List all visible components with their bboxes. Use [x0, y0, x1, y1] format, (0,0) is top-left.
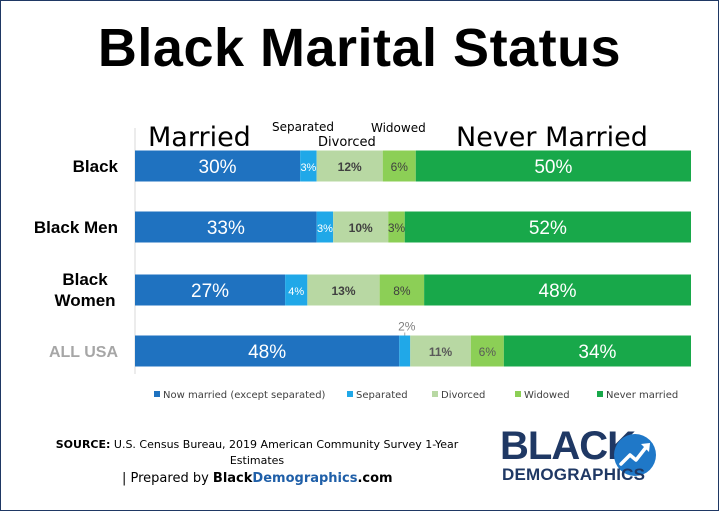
header-separated: Separated	[272, 120, 334, 134]
data-label: 4%	[288, 286, 304, 298]
legend-swatch	[432, 391, 438, 397]
source-label: SOURCE:	[55, 438, 111, 451]
bar-segment	[503, 335, 691, 367]
data-label: 11%	[429, 345, 453, 359]
brand-demographics: Demographics	[252, 471, 358, 486]
legend-swatch	[347, 391, 353, 397]
bar-segment	[316, 211, 334, 243]
logo-line1: BLACK	[500, 424, 636, 468]
data-label: 6%	[479, 345, 497, 359]
data-label: 27%	[191, 281, 229, 302]
data-label: 34%	[578, 342, 616, 363]
data-label: 8%	[393, 284, 411, 298]
category-label: Women	[54, 291, 115, 310]
category-label: Black Men	[34, 218, 118, 237]
data-label: 3%	[300, 162, 316, 174]
bar-segment	[285, 274, 308, 306]
data-label: 3%	[388, 221, 406, 235]
bar-segment	[316, 150, 383, 182]
bar-segment	[424, 274, 691, 306]
prepared-by: | Prepared by BlackDemographics.com	[122, 471, 393, 486]
bar-segment	[135, 274, 286, 306]
data-label: 50%	[534, 157, 572, 178]
trend-up-arrow-icon	[614, 434, 656, 476]
bar-segment	[399, 335, 411, 367]
header-never-married: Never Married	[456, 122, 648, 153]
data-label: 3%	[317, 223, 333, 235]
bar-segment	[470, 335, 504, 367]
brand-black: Black	[212, 471, 253, 486]
legend-swatch	[154, 391, 160, 397]
bar-segment	[404, 211, 691, 243]
data-label: 48%	[539, 281, 577, 302]
bar-segment	[135, 211, 317, 243]
category-label: Black	[73, 157, 119, 176]
source-note: SOURCE: U.S. Census Bureau, 2019 America…	[52, 437, 462, 469]
logo-line2: DEMOGRAPHICS	[502, 465, 646, 484]
data-label: 2%	[398, 320, 416, 334]
bar-segment	[379, 274, 425, 306]
data-label: 6%	[391, 160, 409, 174]
bar-segment	[135, 335, 400, 367]
legend-swatch	[597, 391, 603, 397]
bar-segment	[388, 211, 405, 243]
legend-label: Never married	[606, 390, 678, 401]
legend-label: Widowed	[524, 390, 570, 401]
data-label: 48%	[248, 342, 286, 363]
header-widowed: Widowed	[371, 121, 426, 135]
data-label: 12%	[338, 160, 362, 174]
brand-com: .com	[357, 471, 393, 486]
legend-swatch	[515, 391, 521, 397]
bar-segment	[307, 274, 380, 306]
data-label: 10%	[349, 221, 373, 235]
legend-label: Separated	[356, 390, 408, 401]
bar-segment	[135, 150, 301, 182]
legend-label: Divorced	[441, 390, 485, 401]
category-label: Black	[62, 270, 108, 289]
bar-segment	[415, 150, 691, 182]
data-label: 52%	[529, 218, 567, 239]
category-label: ALL USA	[49, 344, 118, 361]
bar-segment	[410, 335, 471, 367]
bar-segment	[300, 150, 317, 182]
data-label: 30%	[199, 157, 237, 178]
black-demographics-logo: BLACK DEMOGRAPHICS	[500, 426, 665, 490]
prepared-prefix: | Prepared by	[122, 471, 213, 486]
header-married: Married	[148, 122, 251, 153]
chart-title: Black Marital Status	[97, 18, 622, 78]
bar-segment	[382, 150, 416, 182]
source-text: U.S. Census Bureau, 2019 American Commun…	[113, 438, 459, 467]
data-label: 33%	[207, 218, 245, 239]
bar-segment	[333, 211, 389, 243]
legend-label: Now married (except separated)	[163, 390, 326, 401]
data-label: 13%	[331, 284, 355, 298]
header-divorced: Divorced	[318, 135, 376, 150]
